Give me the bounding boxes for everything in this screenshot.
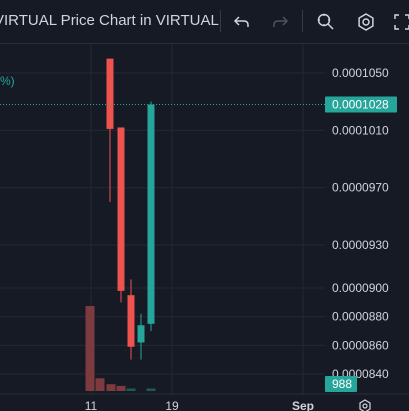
- price-chart[interactable]: 0.0001050 0.0001010 0.0000970 0.0000930 0.00…: [0, 44, 409, 411]
- candle-down: [117, 127, 125, 291]
- undo-button[interactable]: [228, 8, 256, 36]
- price-tick-label: 0.0000900: [332, 281, 389, 295]
- volume-bar: [95, 378, 105, 391]
- fullscreen-button[interactable]: [388, 8, 409, 36]
- candle-up: [137, 325, 145, 343]
- toolbar-divider: [302, 10, 303, 32]
- toolbar-divider: [220, 10, 221, 32]
- volume-badge: [325, 376, 357, 392]
- price-tick-label: 0.0000930: [332, 238, 389, 252]
- volume-bar: [116, 385, 126, 391]
- settings-button[interactable]: [352, 8, 380, 36]
- fullscreen-icon: [394, 14, 409, 30]
- price-change-fragment: %): [0, 74, 15, 88]
- price-tick-label: 0.0001010: [332, 123, 389, 137]
- price-tick-label: 0.0000880: [332, 310, 389, 324]
- undo-icon: [233, 16, 249, 27]
- redo-button[interactable]: [266, 8, 294, 36]
- price-axis-labels: 0.0001050 0.0001010 0.0000970 0.0000930 0.00…: [325, 66, 397, 392]
- indicators-button[interactable]: [312, 8, 340, 36]
- time-tick-label: Sep: [292, 399, 314, 411]
- volume-bars: [85, 306, 156, 391]
- volume-bar: [146, 388, 156, 391]
- candles: [106, 58, 155, 360]
- volume-bar: [126, 388, 136, 391]
- gear-icon: [358, 13, 374, 31]
- chart-grid: [0, 44, 325, 394]
- candle-down: [106, 58, 114, 129]
- time-axis: 11 19 Sep: [0, 393, 409, 411]
- candle-up: [147, 104, 155, 324]
- current-price-badge: [325, 96, 397, 113]
- volume-bar: [85, 306, 95, 391]
- volume-bar: [106, 384, 116, 391]
- candle-down: [127, 295, 135, 347]
- volume-label: 988: [332, 377, 352, 391]
- axis-settings-icon[interactable]: [359, 399, 371, 411]
- price-tick-label: 0.0001050: [332, 66, 389, 80]
- price-tick-label: 0.0000860: [332, 338, 389, 352]
- magnifier-settings-icon: [317, 13, 334, 30]
- redo-icon: [273, 16, 289, 27]
- chart-toolbar: VIRTUAL Price Chart in VIRTUAL: [0, 0, 409, 44]
- current-price-label: 0.0001028: [332, 98, 389, 112]
- time-tick-label: 19: [165, 399, 179, 411]
- price-tick-label: 0.0000970: [332, 181, 389, 195]
- chart-title: VIRTUAL Price Chart in VIRTUAL: [0, 12, 219, 29]
- time-tick-label: 11: [85, 399, 98, 411]
